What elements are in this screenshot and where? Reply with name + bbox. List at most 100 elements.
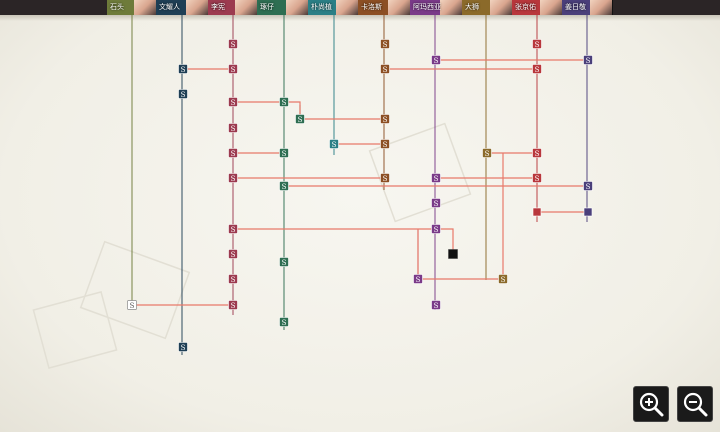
scene-node[interactable]: S [380, 39, 390, 49]
scene-node[interactable]: S [583, 181, 593, 191]
scene-node-label: S [298, 116, 303, 124]
scene-node[interactable]: S [498, 274, 508, 284]
character-name: 大狮 [465, 3, 479, 11]
scene-node[interactable]: S [329, 139, 339, 149]
scene-node[interactable]: S [228, 97, 238, 107]
character-header-bar: 石头 文耀人 李宪 琢仔 朴尚植 卡洛斯 阿玛西亚 大狮 张京佑 姜日敬 [0, 0, 720, 15]
character-name: 卡洛斯 [361, 3, 382, 11]
scene-node[interactable]: S [380, 114, 390, 124]
scene-node-label: S [231, 226, 236, 234]
scene-node-label: S [282, 319, 287, 327]
scene-node[interactable]: S [532, 148, 542, 158]
scene-node[interactable]: S [380, 173, 390, 183]
scene-node[interactable]: S [228, 173, 238, 183]
scene-node-label: S [231, 276, 236, 284]
scene-node-label: S [231, 66, 236, 74]
scene-node-label: S [282, 150, 287, 158]
character-tab[interactable]: 张京佑 [512, 0, 563, 15]
scene-node[interactable]: S [532, 64, 542, 74]
scene-node-label: S [383, 141, 388, 149]
character-name: 石头 [110, 3, 124, 11]
scene-node-label: S [383, 116, 388, 124]
scene-node[interactable]: S [431, 198, 441, 208]
character-tab[interactable]: 阿玛西亚 [410, 0, 463, 15]
scene-node[interactable]: S [228, 300, 238, 310]
scene-node-label: S [181, 91, 186, 99]
character-portrait [235, 0, 257, 15]
character-portrait [186, 0, 208, 15]
scene-node-label: S [383, 175, 388, 183]
scene-node[interactable]: S [482, 148, 492, 158]
scene-node[interactable]: S [228, 123, 238, 133]
scene-node-label: S [383, 41, 388, 49]
zoom-in-icon [639, 392, 664, 417]
background-decoration [79, 240, 191, 340]
scene-node[interactable]: S [228, 64, 238, 74]
scene-node[interactable]: S [178, 64, 188, 74]
scene-node[interactable]: S [279, 317, 289, 327]
character-tab[interactable]: 琢仔 [257, 0, 309, 15]
zoom-out-button[interactable] [677, 386, 713, 422]
character-portrait [540, 0, 562, 15]
locked-scene-node[interactable] [448, 249, 458, 259]
character-tab[interactable]: 文耀人 [156, 0, 209, 15]
character-tab[interactable]: 卡洛斯 [358, 0, 411, 15]
scene-node[interactable]: S [532, 39, 542, 49]
header-shadow [0, 15, 720, 21]
scene-node[interactable]: S [583, 55, 593, 65]
scene-node[interactable] [583, 207, 593, 217]
scene-node[interactable]: S [228, 148, 238, 158]
scene-node[interactable]: S [380, 64, 390, 74]
character-portrait [388, 0, 410, 15]
scene-node-label: S [434, 200, 439, 208]
scene-node[interactable] [532, 207, 542, 217]
scene-node[interactable]: S [380, 139, 390, 149]
scene-node[interactable]: S [413, 274, 423, 284]
scene-node-label: S [416, 276, 421, 284]
start-scene-node[interactable]: S [127, 300, 137, 310]
character-tab[interactable]: 姜日敬 [562, 0, 613, 15]
scene-node-label: S [282, 183, 287, 191]
scene-node[interactable]: S [431, 173, 441, 183]
scene-node[interactable]: S [228, 224, 238, 234]
scene-node-label: S [434, 302, 439, 310]
zoom-in-button[interactable] [633, 386, 669, 422]
character-portrait [490, 0, 512, 15]
scene-node[interactable]: S [532, 173, 542, 183]
scene-node[interactable]: S [279, 148, 289, 158]
scene-node-label: S [332, 141, 337, 149]
character-portrait [440, 0, 462, 15]
scene-node[interactable]: S [228, 274, 238, 284]
scene-node-label: S [535, 66, 540, 74]
scene-node[interactable]: S [228, 39, 238, 49]
scene-node[interactable]: S [228, 249, 238, 259]
scene-node-label: S [231, 251, 236, 259]
character-tab[interactable]: 朴尚植 [308, 0, 359, 15]
character-tab[interactable]: 石头 [107, 0, 157, 15]
character-name: 文耀人 [159, 3, 180, 11]
scene-node-label: S [181, 344, 186, 352]
scene-node[interactable]: S [279, 181, 289, 191]
character-name: 姜日敬 [565, 3, 586, 11]
scene-node[interactable]: S [431, 224, 441, 234]
scene-node[interactable]: S [431, 300, 441, 310]
character-name: 张京佑 [515, 3, 536, 11]
scene-node-label: S [434, 57, 439, 65]
scene-node[interactable]: S [279, 97, 289, 107]
scene-node-label: S [485, 150, 490, 158]
character-name: 李宪 [211, 3, 225, 11]
scene-node-label: S [434, 226, 439, 234]
scene-node[interactable]: S [295, 114, 305, 124]
background-decoration [368, 122, 472, 223]
character-portrait [134, 0, 156, 15]
scene-node[interactable]: S [279, 257, 289, 267]
background-decoration [32, 291, 118, 369]
scene-node[interactable]: S [178, 342, 188, 352]
scene-node-label: S [282, 259, 287, 267]
character-name: 朴尚植 [311, 3, 332, 11]
scene-node[interactable]: S [431, 55, 441, 65]
scene-node[interactable]: S [178, 89, 188, 99]
character-tab[interactable]: 李宪 [208, 0, 258, 15]
character-portrait [590, 0, 612, 15]
character-tab[interactable]: 大狮 [462, 0, 513, 15]
